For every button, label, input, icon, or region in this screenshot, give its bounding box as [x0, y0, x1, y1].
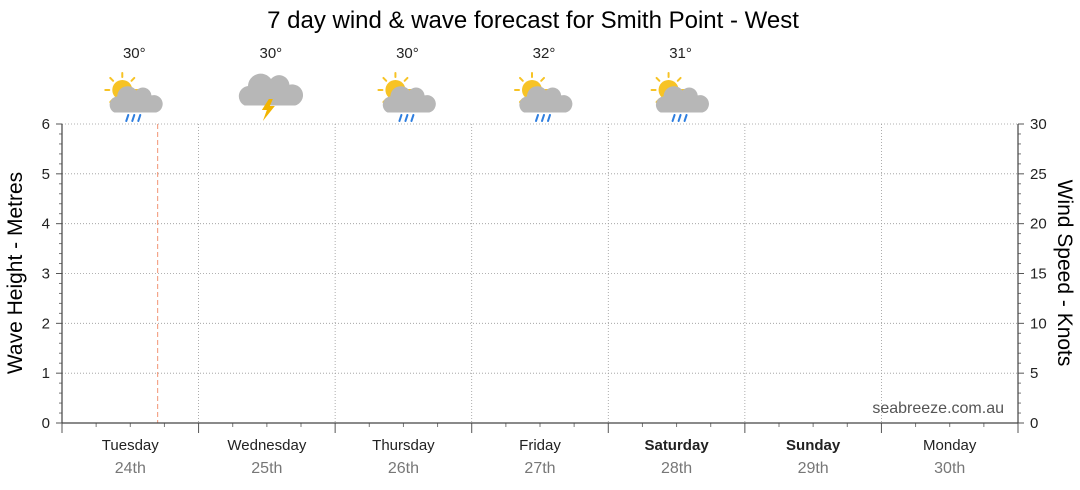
axes	[56, 123, 1024, 433]
right-tick-label: 15	[1030, 266, 1047, 283]
rain-drop	[677, 114, 682, 122]
temperature-label: 30°	[123, 45, 146, 62]
right-tick-label: 30	[1030, 116, 1047, 133]
rain-drop	[131, 114, 136, 122]
sun-ray	[518, 76, 524, 82]
left-axis-title: Wave Height - Metres	[4, 172, 27, 374]
day-date-label: 27th	[524, 460, 555, 477]
left-tick-label: 1	[42, 365, 50, 382]
day-date-label: 29th	[798, 460, 829, 477]
rain-drop	[398, 114, 403, 122]
sun-ray	[655, 76, 661, 82]
cloud-shape	[238, 73, 304, 106]
day-name-label: Friday	[519, 437, 561, 454]
day-date-label: 30th	[934, 460, 965, 477]
day-name-label: Saturday	[644, 437, 709, 454]
rain-drop	[125, 114, 130, 122]
sun-ray	[403, 76, 409, 82]
rain-drop	[547, 114, 551, 122]
right-axis-title: Wind Speed - Knots	[1053, 180, 1076, 367]
rain-drop	[535, 114, 539, 122]
day-date-label: 25th	[251, 460, 282, 477]
tick-labels: 0 01 52 103 154 205 256 30	[42, 116, 1047, 432]
cloud-shape	[519, 86, 573, 113]
left-tick-label: 5	[42, 166, 50, 183]
cloud-shape	[382, 86, 436, 113]
sun-cloud-rain-icon	[377, 72, 436, 122]
day-labels: Tuesday 24th Wednesday 25th Thursday 26th Frid…	[102, 437, 977, 477]
right-tick-label: 0	[1030, 415, 1038, 432]
temperature-label: 31°	[669, 45, 692, 62]
right-tick-label: 25	[1030, 166, 1047, 183]
left-tick-label: 6	[42, 116, 50, 133]
rain-drop	[683, 114, 688, 122]
cloud-shape	[109, 86, 163, 113]
sun-cloud-rain-icon	[650, 72, 709, 122]
temperature-label: 30°	[260, 45, 283, 62]
sun-ray	[130, 76, 136, 82]
left-tick-label: 3	[42, 266, 50, 283]
sun-cloud-rain-icon	[514, 72, 573, 122]
sun-cloud-rain-icon	[104, 72, 163, 122]
sun-ray	[382, 76, 388, 82]
temperature-label: 30°	[396, 45, 419, 62]
grid	[62, 123, 1018, 423]
weather-strip: 30° 30° 30° 32° 31°	[104, 45, 709, 122]
rain-drop	[671, 114, 676, 122]
right-tick-label: 10	[1030, 315, 1047, 332]
day-name-label: Tuesday	[102, 437, 159, 454]
day-name-label: Wednesday	[227, 437, 306, 454]
sun-ray	[109, 76, 115, 82]
right-tick-label: 20	[1030, 216, 1047, 233]
rain-drop	[541, 114, 545, 122]
rain-drop	[410, 114, 415, 122]
credit-text: seabreeze.com.au	[872, 400, 1004, 417]
left-tick-label: 2	[42, 315, 50, 332]
day-date-label: 26th	[388, 460, 419, 477]
cloud-lightning-icon	[238, 73, 304, 121]
sun-ray	[540, 76, 546, 82]
lightning-bolt	[261, 99, 275, 121]
rain-drop	[404, 114, 409, 122]
chart-title: 7 day wind & wave forecast for Smith Poi…	[267, 7, 799, 34]
left-tick-label: 4	[42, 216, 50, 233]
day-date-label: 24th	[115, 460, 146, 477]
rain-drop	[137, 114, 142, 122]
cloud-shape	[655, 86, 709, 113]
temperature-label: 32°	[533, 45, 556, 62]
day-date-label: 28th	[661, 460, 692, 477]
right-tick-label: 5	[1030, 365, 1038, 382]
left-tick-label: 0	[42, 415, 50, 432]
sun-ray	[676, 76, 682, 82]
day-name-label: Thursday	[372, 437, 435, 454]
day-name-label: Sunday	[786, 437, 841, 454]
day-name-label: Monday	[923, 437, 977, 454]
